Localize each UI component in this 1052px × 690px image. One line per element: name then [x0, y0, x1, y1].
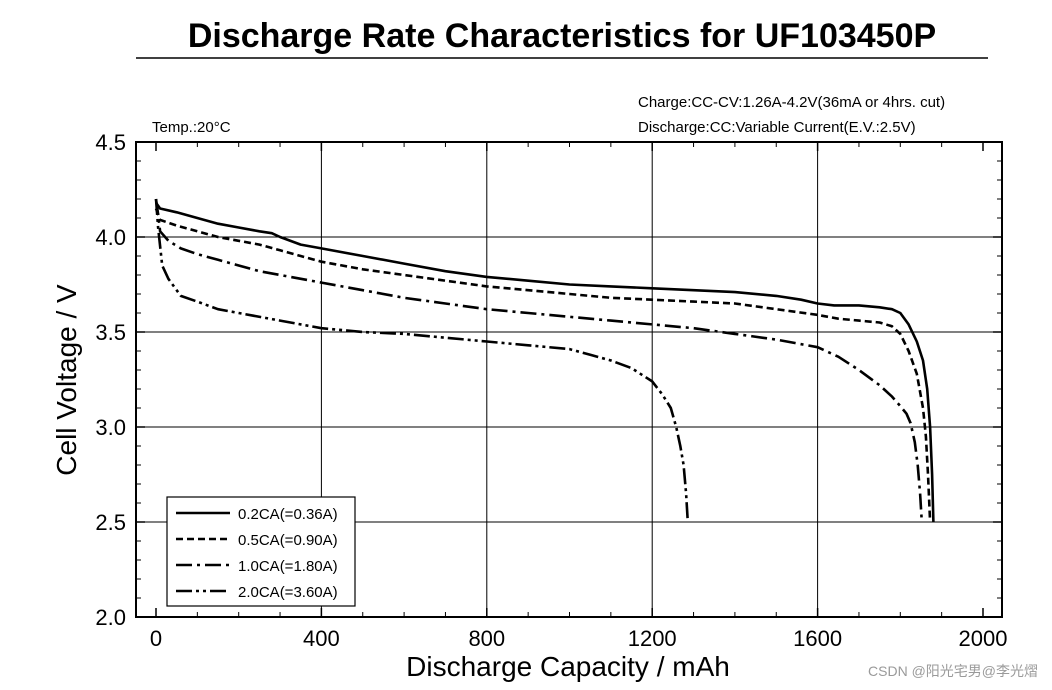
temp-note: Temp.:20°C	[152, 119, 231, 136]
x-tick-label: 1200	[628, 626, 677, 651]
y-tick-label: 3.5	[95, 320, 126, 345]
legend-label-2: 0.5CA(=0.90A)	[238, 532, 338, 549]
y-tick-label: 2.5	[95, 510, 126, 535]
y-axis-label: Cell Voltage / V	[51, 284, 82, 476]
series-line-2	[154, 208, 932, 523]
discharge-note: Discharge:CC:Variable Current(E.V.:2.5V)	[638, 119, 916, 136]
legend-label-4: 2.0CA(=3.60A)	[238, 584, 338, 601]
chart-title: Discharge Rate Characteristics for UF103…	[188, 17, 936, 55]
x-tick-label: 1600	[793, 626, 842, 651]
legend: 0.2CA(=0.36A) 0.5CA(=0.90A) 1.0CA(=1.80A) 2…	[166, 496, 356, 607]
x-tick-label: 400	[303, 626, 340, 651]
series-line-3	[154, 198, 924, 523]
x-tick-label: 2000	[959, 626, 1008, 651]
y-tick-label: 4.0	[95, 225, 126, 250]
x-axis-label: Discharge Capacity / mAh	[406, 651, 730, 682]
charge-note: Charge:CC-CV:1.26A-4.2V(36mA or 4hrs. cu…	[638, 94, 945, 111]
legend-label-3: 1.0CA(=1.80A)	[238, 558, 338, 575]
x-tick-label: 800	[468, 626, 505, 651]
legend-box	[166, 496, 356, 607]
y-tick-label: 4.5	[95, 130, 126, 155]
x-tick-label: 0	[150, 626, 162, 651]
tick-labels: 0 400 800 1200 1600 2000 2.0 2.5 3.0 3.5 4.0 4.5	[95, 130, 1007, 651]
legend-label-1: 0.2CA(=0.36A)	[238, 506, 338, 523]
y-tick-label: 2.0	[95, 605, 126, 630]
series-line-4	[154, 198, 690, 523]
series-line-1	[154, 202, 935, 523]
watermark: CSDN @阳光宅男@李光熠	[868, 663, 1038, 679]
y-tick-label: 3.0	[95, 415, 126, 440]
series-group	[154, 198, 935, 523]
tick-marks	[136, 141, 1002, 618]
